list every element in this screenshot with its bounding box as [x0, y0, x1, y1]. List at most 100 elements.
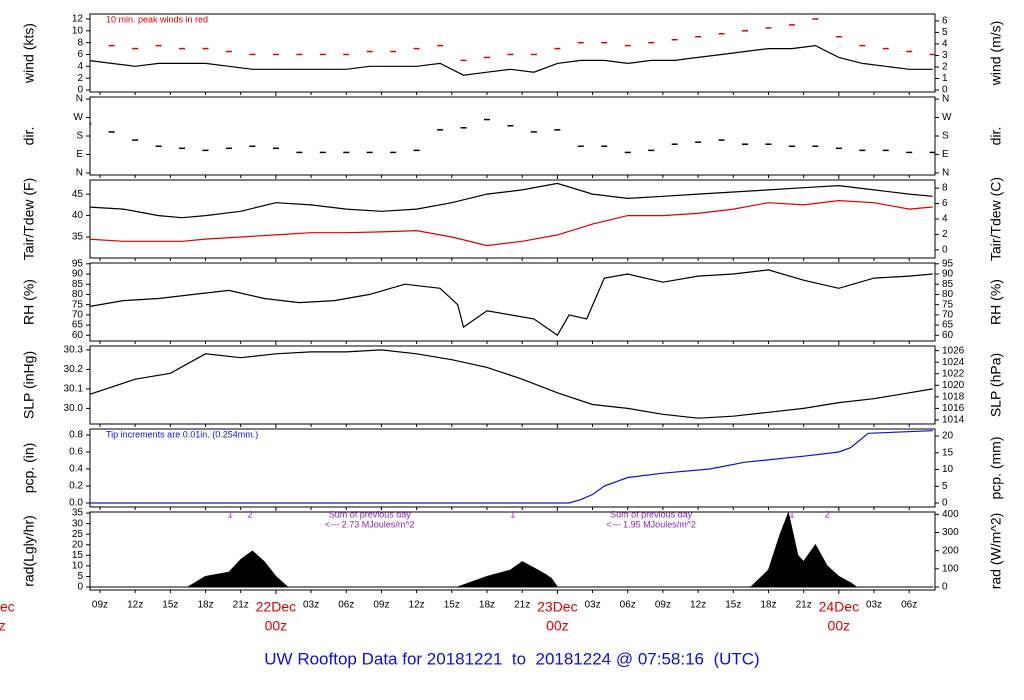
- y2-tick-label: 6: [942, 16, 948, 27]
- x-tick-label: 18z: [479, 600, 495, 611]
- y2-tick-label: 1: [942, 73, 948, 84]
- x-tick-label: 21z: [514, 600, 530, 611]
- x-tick-label: 12z: [409, 600, 425, 611]
- y-tick-label: 10: [72, 561, 84, 572]
- plot-area: [90, 269, 933, 337]
- y-tick-label: 4: [77, 61, 83, 72]
- x-day-label: 24Dec: [819, 599, 859, 615]
- y2-tick-label: E: [942, 149, 949, 160]
- y2-axis-label: RH (%): [988, 279, 1004, 325]
- y2-tick-label: 5: [942, 27, 948, 38]
- plot-area: [90, 349, 933, 419]
- y2-tick-label: W: [942, 112, 952, 123]
- y-tick-label: 30.2: [64, 364, 84, 375]
- y2-tick-label: 10: [942, 464, 954, 475]
- y-tick-label: W: [74, 112, 84, 123]
- y2-axis-label: pcp. (mm): [988, 437, 1004, 500]
- x-tick-label: 03z: [584, 600, 600, 611]
- panel-frame: [89, 96, 936, 176]
- y2-tick-label: 2: [942, 62, 948, 73]
- y2-tick-label: 0: [942, 498, 948, 509]
- y-tick-label: 90: [72, 269, 84, 280]
- y-tick-label: 30.0: [64, 403, 84, 414]
- y2-tick-label: 20: [942, 431, 954, 442]
- x-tick-label: 21z: [796, 600, 812, 611]
- x-tick-label: 21z: [233, 600, 249, 611]
- x-day-time: 00z: [546, 618, 569, 634]
- x-tick-label: 18z: [197, 600, 213, 611]
- y2-axis-label: rad (W/m^2): [988, 513, 1004, 590]
- y2-tick-label: 85: [942, 279, 954, 290]
- y2-tick-label: N: [942, 94, 949, 105]
- x-day-label: 22Dec: [256, 599, 296, 615]
- y-tick-label: 0: [77, 582, 83, 593]
- y-tick-label: 0.2: [69, 481, 83, 492]
- x-tick-label: 09z: [655, 600, 671, 611]
- y-tick-label: 45: [72, 189, 84, 200]
- y2-tick-label: S: [942, 131, 949, 142]
- y2-tick-label: 1018: [942, 391, 965, 402]
- y-axis-label: Tair/Tdew (F): [21, 178, 37, 260]
- y2-tick-label: 4: [942, 214, 948, 225]
- x-tick-label: 09z: [373, 600, 389, 611]
- y-tick-label: 65: [72, 320, 84, 331]
- y-tick-label: 80: [72, 289, 84, 300]
- y-tick-label: 20: [72, 539, 84, 550]
- x-tick-label: 06z: [620, 600, 636, 611]
- y-tick-label: N: [76, 94, 83, 105]
- x-tick-label: 03z: [866, 600, 882, 611]
- panel-frame: [89, 428, 936, 508]
- y-tick-label: 85: [72, 279, 84, 290]
- x-tick-label: 15z: [162, 600, 178, 611]
- panel-frame: [89, 262, 936, 342]
- y2-axis-label: wind (m/s): [988, 21, 1004, 87]
- plot-area: [90, 430, 933, 504]
- plot-area: [90, 18, 935, 76]
- y2-tick-label: 1024: [942, 357, 965, 368]
- x-tick-label: 15z: [444, 600, 460, 611]
- annotation: 1: [510, 509, 515, 519]
- annotation: Tip increments are 0.01in. (0.254mm.): [106, 429, 258, 439]
- y-tick-label: 35: [72, 232, 84, 243]
- y-tick-label: 12: [72, 14, 84, 25]
- annotation: 10 min. peak winds in red: [106, 14, 208, 24]
- y2-tick-label: 0: [942, 245, 948, 256]
- x-tick-label: 12z: [690, 600, 706, 611]
- y2-tick-label: 200: [942, 545, 959, 556]
- annotation: 2: [825, 509, 830, 519]
- y-tick-label: 6: [77, 49, 83, 60]
- y2-tick-label: 75: [942, 299, 954, 310]
- annotation: 1: [228, 509, 233, 519]
- y2-axis-label: Tair/Tdew (C): [988, 177, 1004, 261]
- y-axis-label: wind (kts): [21, 23, 37, 84]
- y2-tick-label: 2: [942, 229, 948, 240]
- data-line: [90, 199, 933, 247]
- y2-tick-label: 1022: [942, 368, 965, 379]
- y2-tick-label: 0: [942, 85, 948, 96]
- y-tick-label: 40: [72, 210, 84, 221]
- x-day-label: 23Dec: [537, 599, 577, 615]
- y2-tick-label: 3: [942, 50, 948, 61]
- y2-tick-label: 1026: [942, 345, 965, 356]
- y-tick-label: 15: [72, 550, 84, 561]
- x-tick-label: 15z: [725, 600, 741, 611]
- data-line: [90, 430, 933, 504]
- x-tick-label: 06z: [338, 600, 354, 611]
- x-tick-label: 03z: [303, 600, 319, 611]
- annotation: <--- 1.95 MJoules/m^2: [606, 519, 696, 529]
- y-tick-label: N: [76, 168, 83, 179]
- y-tick-label: 25: [72, 529, 84, 540]
- x-day-time: 00z: [0, 618, 6, 634]
- y-axis-label: rad(Lgly/hr): [21, 515, 37, 587]
- plot-area: [90, 182, 933, 247]
- y2-tick-label: 80: [942, 289, 954, 300]
- y2-axis-label: SLP (hPa): [988, 353, 1004, 417]
- y2-tick-label: N: [942, 168, 949, 179]
- y2-tick-label: 90: [942, 269, 954, 280]
- y2-tick-label: 1014: [942, 415, 965, 426]
- panel-frame: [89, 179, 936, 259]
- y2-tick-label: 8: [942, 183, 948, 194]
- x-tick-label: 09z: [92, 600, 108, 611]
- annotation: Sum of previous day: [329, 509, 412, 519]
- y2-tick-label: 4: [942, 39, 948, 50]
